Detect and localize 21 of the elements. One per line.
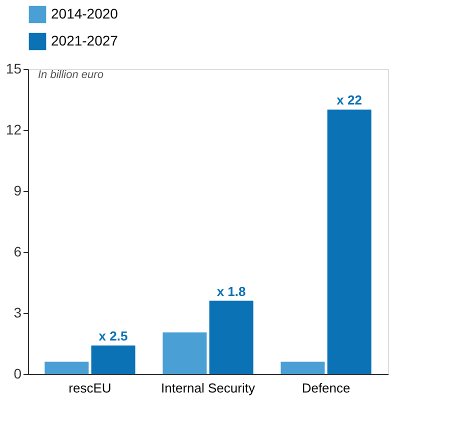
x-tick-label: rescEU bbox=[68, 380, 112, 396]
annotation: x 1.8 bbox=[216, 284, 246, 299]
annotation: x 2.5 bbox=[98, 328, 128, 344]
bar bbox=[44, 362, 89, 374]
y-tick-label: 12 bbox=[6, 122, 22, 138]
legend-label: 2014-2020 bbox=[51, 6, 118, 22]
bar bbox=[280, 362, 325, 374]
y-tick-label: 15 bbox=[6, 60, 22, 76]
bar bbox=[327, 110, 372, 374]
bar bbox=[162, 332, 207, 374]
x-tick-label: Defence bbox=[302, 380, 350, 396]
legend-label: 2021-2027 bbox=[51, 32, 118, 48]
y-axis-title: In billion euro bbox=[38, 69, 104, 81]
x-tick-label: Internal Security bbox=[161, 380, 256, 396]
y-tick-label: 6 bbox=[14, 244, 22, 260]
y-tick-label: 3 bbox=[14, 304, 22, 320]
annotation: x 22 bbox=[336, 92, 362, 108]
y-tick-label: 0 bbox=[14, 366, 22, 382]
bar bbox=[209, 300, 254, 374]
y-tick-label: 9 bbox=[14, 182, 22, 198]
bar bbox=[91, 346, 136, 374]
